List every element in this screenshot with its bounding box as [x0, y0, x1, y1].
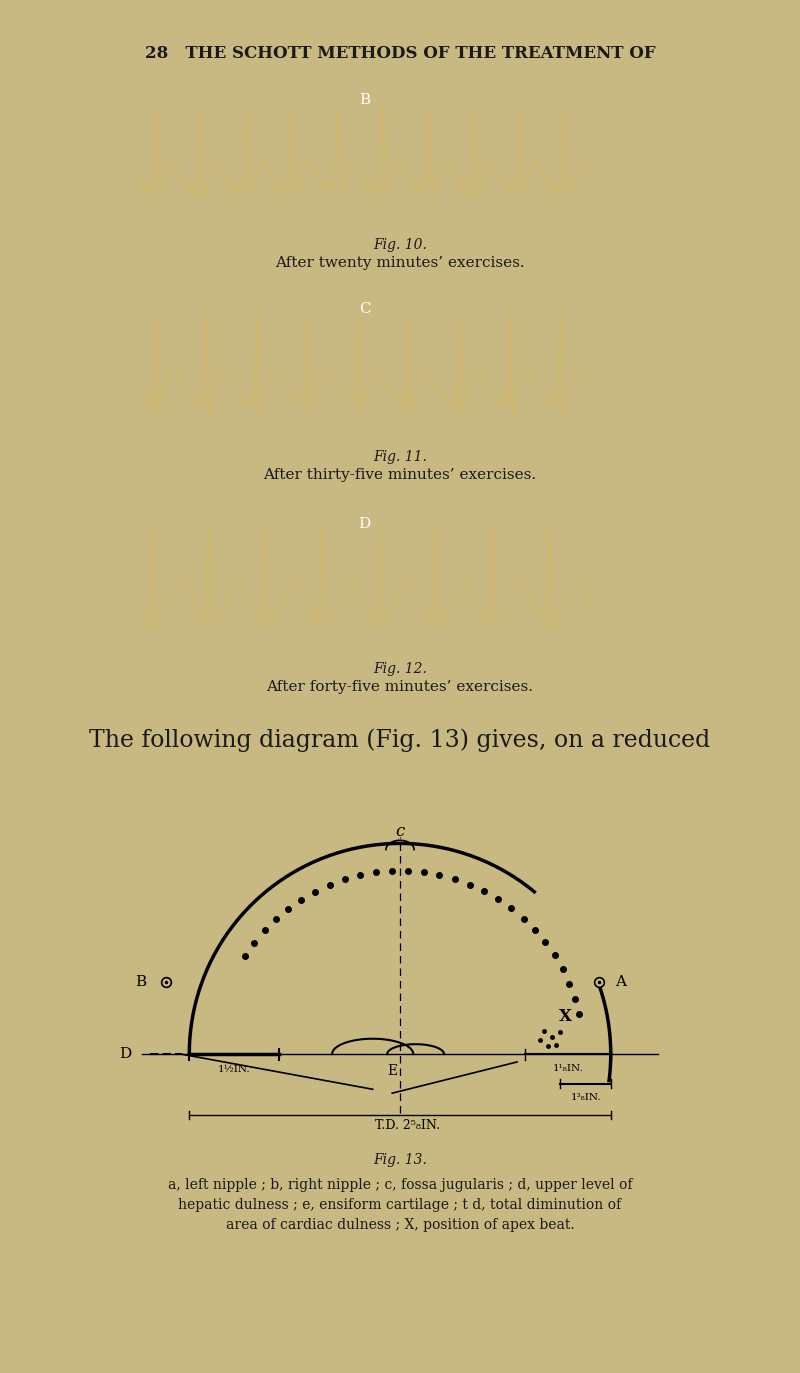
Text: After thirty-five minutes’ exercises.: After thirty-five minutes’ exercises.: [263, 468, 537, 482]
Text: After forty-five minutes’ exercises.: After forty-five minutes’ exercises.: [266, 680, 534, 693]
Text: Fig. 10.: Fig. 10.: [373, 238, 427, 253]
Text: C: C: [358, 302, 370, 316]
Text: D: D: [358, 516, 370, 530]
Text: X: X: [559, 1008, 572, 1026]
Text: D: D: [119, 1048, 131, 1061]
Text: a, left nipple ; b, right nipple ; c, fossa jugularis ; d, upper level of: a, left nipple ; b, right nipple ; c, fo…: [168, 1178, 632, 1192]
Text: c: c: [395, 824, 405, 840]
Text: B: B: [135, 975, 146, 990]
Text: A: A: [614, 975, 626, 990]
Text: B: B: [359, 92, 370, 107]
Text: 1³₈IN.: 1³₈IN.: [570, 1093, 601, 1103]
Text: Fig. 11.: Fig. 11.: [373, 450, 427, 464]
Text: E: E: [387, 1064, 398, 1078]
Text: The following diagram (Fig. 13) gives, on a reduced: The following diagram (Fig. 13) gives, o…: [90, 728, 710, 751]
Text: T.D. 2⁵₈IN.: T.D. 2⁵₈IN.: [375, 1119, 440, 1133]
Text: Fig. 13.: Fig. 13.: [373, 1153, 427, 1167]
Text: area of cardiac dulness ; X, position of apex beat.: area of cardiac dulness ; X, position of…: [226, 1218, 574, 1232]
Text: 1¹₈IN.: 1¹₈IN.: [553, 1064, 583, 1072]
Text: 28   THE SCHOTT METHODS OF THE TREATMENT OF: 28 THE SCHOTT METHODS OF THE TREATMENT O…: [145, 45, 655, 62]
Text: hepatic dulness ; e, ensiform cartilage ; t d, total diminution of: hepatic dulness ; e, ensiform cartilage …: [178, 1199, 622, 1212]
Text: Fig. 12.: Fig. 12.: [373, 662, 427, 676]
Text: After twenty minutes’ exercises.: After twenty minutes’ exercises.: [275, 255, 525, 270]
Text: 1½IN.: 1½IN.: [218, 1065, 251, 1074]
